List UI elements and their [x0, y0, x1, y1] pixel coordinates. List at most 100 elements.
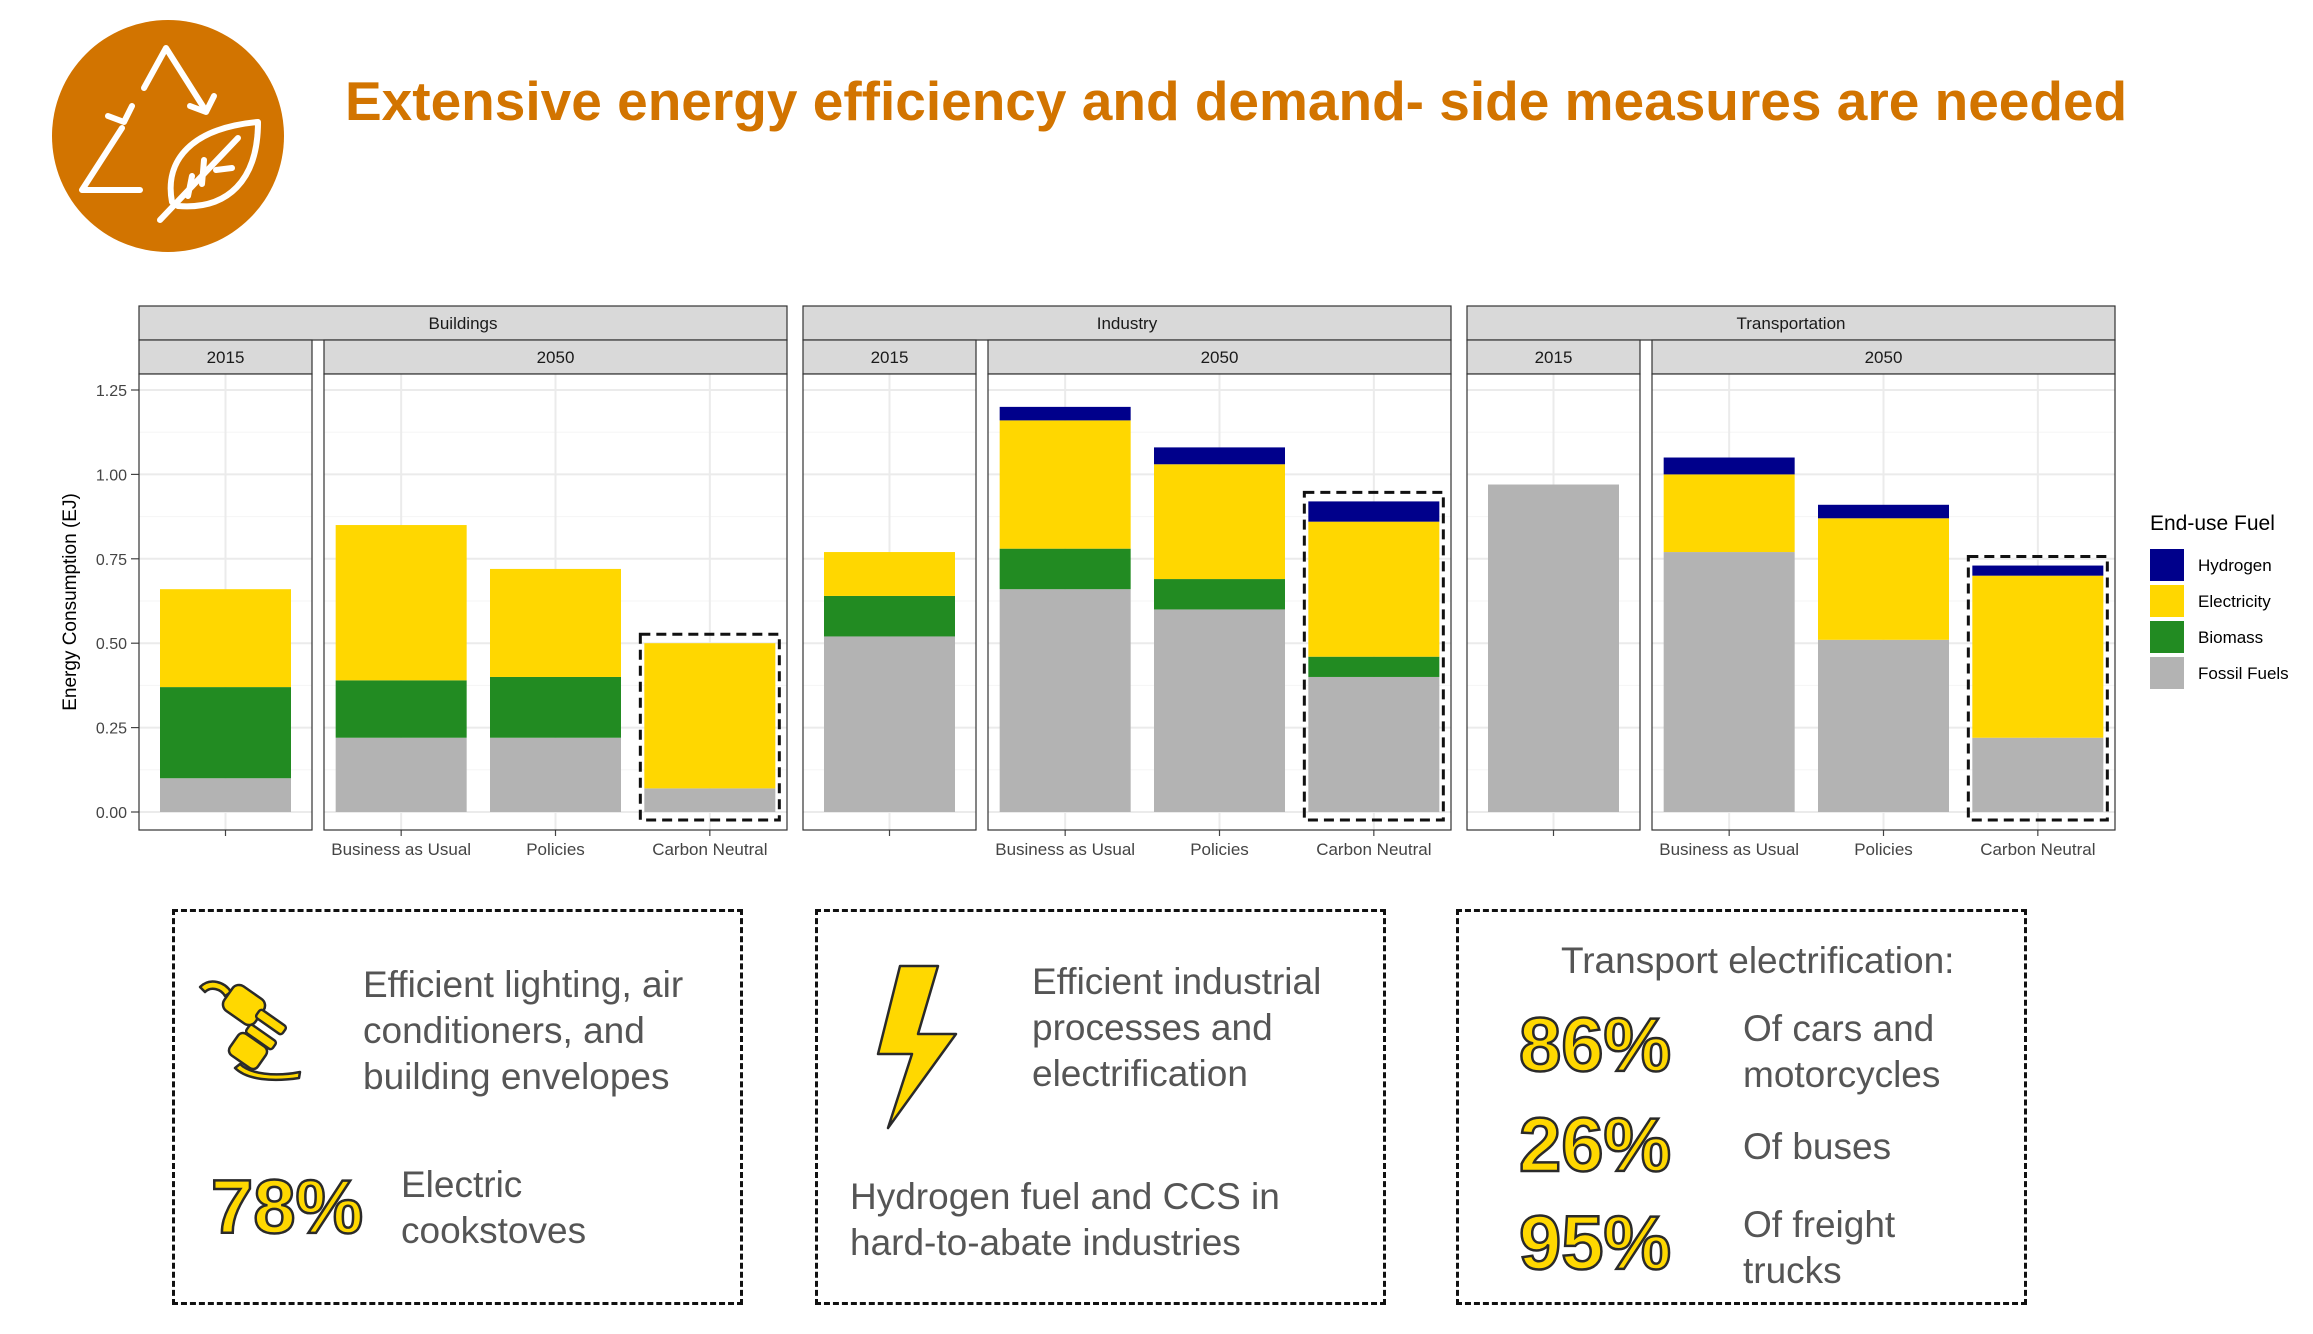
cookstove-label-line-1: Electric: [401, 1164, 523, 1205]
bar-transportation-2050-carbon-neutral-fossil-fuels: [1972, 737, 2104, 812]
facet-strip-transportation: [1466, 305, 2116, 341]
year-label-2015: 2015: [207, 348, 245, 367]
bar-transportation-2050-carbon-neutral-electricity: [1972, 575, 2104, 738]
trucks-stat: 95%: [1518, 1200, 1673, 1287]
y-tick-label: 1.00: [96, 467, 127, 484]
legend-label-electricity: Electricity: [2198, 592, 2271, 611]
energy-consumption-chart: Energy Consumption (EJ) 0.00 0.25 0.50 0.75 1…: [60, 305, 2289, 859]
x-tick-label: Policies: [1190, 840, 1249, 859]
panel-border: [138, 373, 313, 831]
bar-industry-2050-business-as-usual-electricity: [999, 420, 1131, 549]
year-strip: [987, 339, 1452, 375]
bar-buildings-2050-business-as-usual-electricity: [335, 525, 467, 681]
industry-text-line-1: Efficient industrial: [1032, 961, 1322, 1002]
year-label-2015: 2015: [1535, 348, 1573, 367]
year-label-2050: 2050: [537, 348, 575, 367]
bar-transportation-2050-carbon-neutral-hydrogen: [1972, 565, 2104, 576]
bar-transportation-2050-business-as-usual-hydrogen: [1663, 457, 1795, 475]
cars-label-line-1: Of cars and: [1743, 1008, 1935, 1049]
highlight-box-industry: [1302, 490, 1445, 822]
bar-industry-2050-carbon-neutral-hydrogen: [1308, 501, 1440, 522]
buildings-text-line-3: building envelopes: [363, 1056, 670, 1097]
bar-industry-2050-policies-hydrogen: [1154, 447, 1285, 465]
trucks-label-line-1: Of freight: [1743, 1204, 1896, 1245]
y-tick-label: 0.00: [96, 805, 127, 822]
y-tick-label: 0.50: [96, 636, 127, 653]
year-strip: [1466, 339, 1641, 375]
year-strip: [1651, 339, 2116, 375]
year-label-2015: 2015: [871, 348, 909, 367]
industry-text2-line-2: hard-to-abate industries: [850, 1222, 1241, 1263]
legend-swatch-fossil-fuels: [2150, 657, 2184, 689]
year-strip: [802, 339, 977, 375]
bar-industry-2050-business-as-usual-hydrogen: [999, 406, 1131, 421]
bar-transportation-2015-fossil-fuels: [1488, 484, 1619, 812]
bar-industry-2050-carbon-neutral-electricity: [1308, 521, 1440, 657]
year-label-2050: 2050: [1201, 348, 1239, 367]
x-tick-label: Business as Usual: [995, 840, 1135, 859]
recycle-leaf-icon: [52, 20, 284, 252]
buildings-text-line-2: conditioners, and: [363, 1010, 645, 1051]
cars-stat: 86%: [1518, 1002, 1673, 1089]
bar-industry-2050-business-as-usual-biomass: [999, 548, 1131, 590]
legend-label-fossil-fuels: Fossil Fuels: [2198, 664, 2289, 683]
panel-border: [987, 373, 1452, 831]
x-tick-label: Business as Usual: [1659, 840, 1799, 859]
bar-transportation-2050-policies-electricity: [1818, 518, 1949, 640]
legend-swatch-biomass: [2150, 621, 2184, 653]
x-tick-label: Carbon Neutral: [652, 840, 767, 859]
bar-buildings-2050-policies-electricity: [490, 568, 621, 677]
bar-industry-2050-carbon-neutral-fossil-fuels: [1308, 676, 1440, 812]
x-tick-label: Carbon Neutral: [1316, 840, 1431, 859]
facet-title-buildings: Buildings: [429, 314, 498, 333]
highlight-box-buildings: [638, 632, 781, 822]
facet-strip-buildings: [138, 305, 788, 341]
bar-buildings-2015-electricity: [160, 589, 291, 688]
y-tick-label: 0.75: [96, 552, 127, 569]
lightning-bolt-icon: [876, 964, 958, 1130]
y-tick-label: 1.25: [96, 383, 127, 400]
panel-border: [1466, 373, 1641, 831]
electric-plug-icon: [198, 980, 302, 1082]
y-axis-label: Energy Consumption (EJ): [60, 493, 81, 711]
x-tick-label: Business as Usual: [331, 840, 471, 859]
bar-buildings-2050-business-as-usual-biomass: [335, 680, 467, 738]
bar-industry-2050-business-as-usual-fossil-fuels: [999, 589, 1131, 812]
x-tick-label: Carbon Neutral: [1980, 840, 2095, 859]
industry-text2-line-1: Hydrogen fuel and CCS in: [850, 1176, 1280, 1217]
bar-industry-2015-electricity: [824, 552, 955, 596]
page-title: Extensive energy efficiency and demand- …: [345, 70, 2128, 132]
cars-label-line-2: motorcycles: [1743, 1054, 1941, 1095]
buses-stat: 26%: [1518, 1102, 1673, 1189]
buildings-measures-box: Efficient lighting, air conditioners, an…: [172, 909, 743, 1305]
industry-text-line-2: processes and: [1032, 1007, 1273, 1048]
bar-industry-2015-fossil-fuels: [824, 636, 955, 812]
cookstove-stat: 78%: [210, 1164, 365, 1251]
facet-title-transportation: Transportation: [1737, 314, 1846, 333]
bar-buildings-2050-policies-fossil-fuels: [490, 737, 621, 812]
bar-buildings-2050-policies-biomass: [490, 676, 621, 738]
transport-heading: Transport electrification:: [1561, 940, 1955, 981]
y-tick-label: 0.25: [96, 721, 127, 738]
bar-industry-2050-carbon-neutral-biomass: [1308, 656, 1440, 677]
bar-industry-2050-policies-fossil-fuels: [1154, 609, 1285, 812]
bar-industry-2050-policies-electricity: [1154, 464, 1285, 580]
bar-buildings-2015-biomass: [160, 687, 291, 779]
industry-text-line-3: electrification: [1032, 1053, 1248, 1094]
panel-border: [802, 373, 977, 831]
legend-label-biomass: Biomass: [2198, 628, 2263, 647]
transport-measures-box: Transport electrification: 86% Of cars a…: [1456, 909, 2027, 1305]
bar-transportation-2050-policies-fossil-fuels: [1818, 639, 1949, 812]
trucks-label-line-2: trucks: [1743, 1250, 1842, 1291]
bar-buildings-2050-carbon-neutral-electricity: [644, 643, 776, 789]
legend-label-hydrogen: Hydrogen: [2198, 556, 2272, 575]
bar-transportation-2050-business-as-usual-fossil-fuels: [1663, 552, 1795, 812]
bar-industry-2050-policies-biomass: [1154, 579, 1285, 610]
x-tick-label: Policies: [1854, 840, 1913, 859]
panel-border: [323, 373, 788, 831]
legend-title: End-use Fuel: [2150, 512, 2275, 535]
bar-transportation-2050-policies-hydrogen: [1818, 504, 1949, 519]
year-label-2050: 2050: [1865, 348, 1903, 367]
bar-buildings-2050-carbon-neutral-fossil-fuels: [644, 788, 776, 812]
industry-measures-box: Efficient industrial processes and elect…: [815, 909, 1386, 1305]
